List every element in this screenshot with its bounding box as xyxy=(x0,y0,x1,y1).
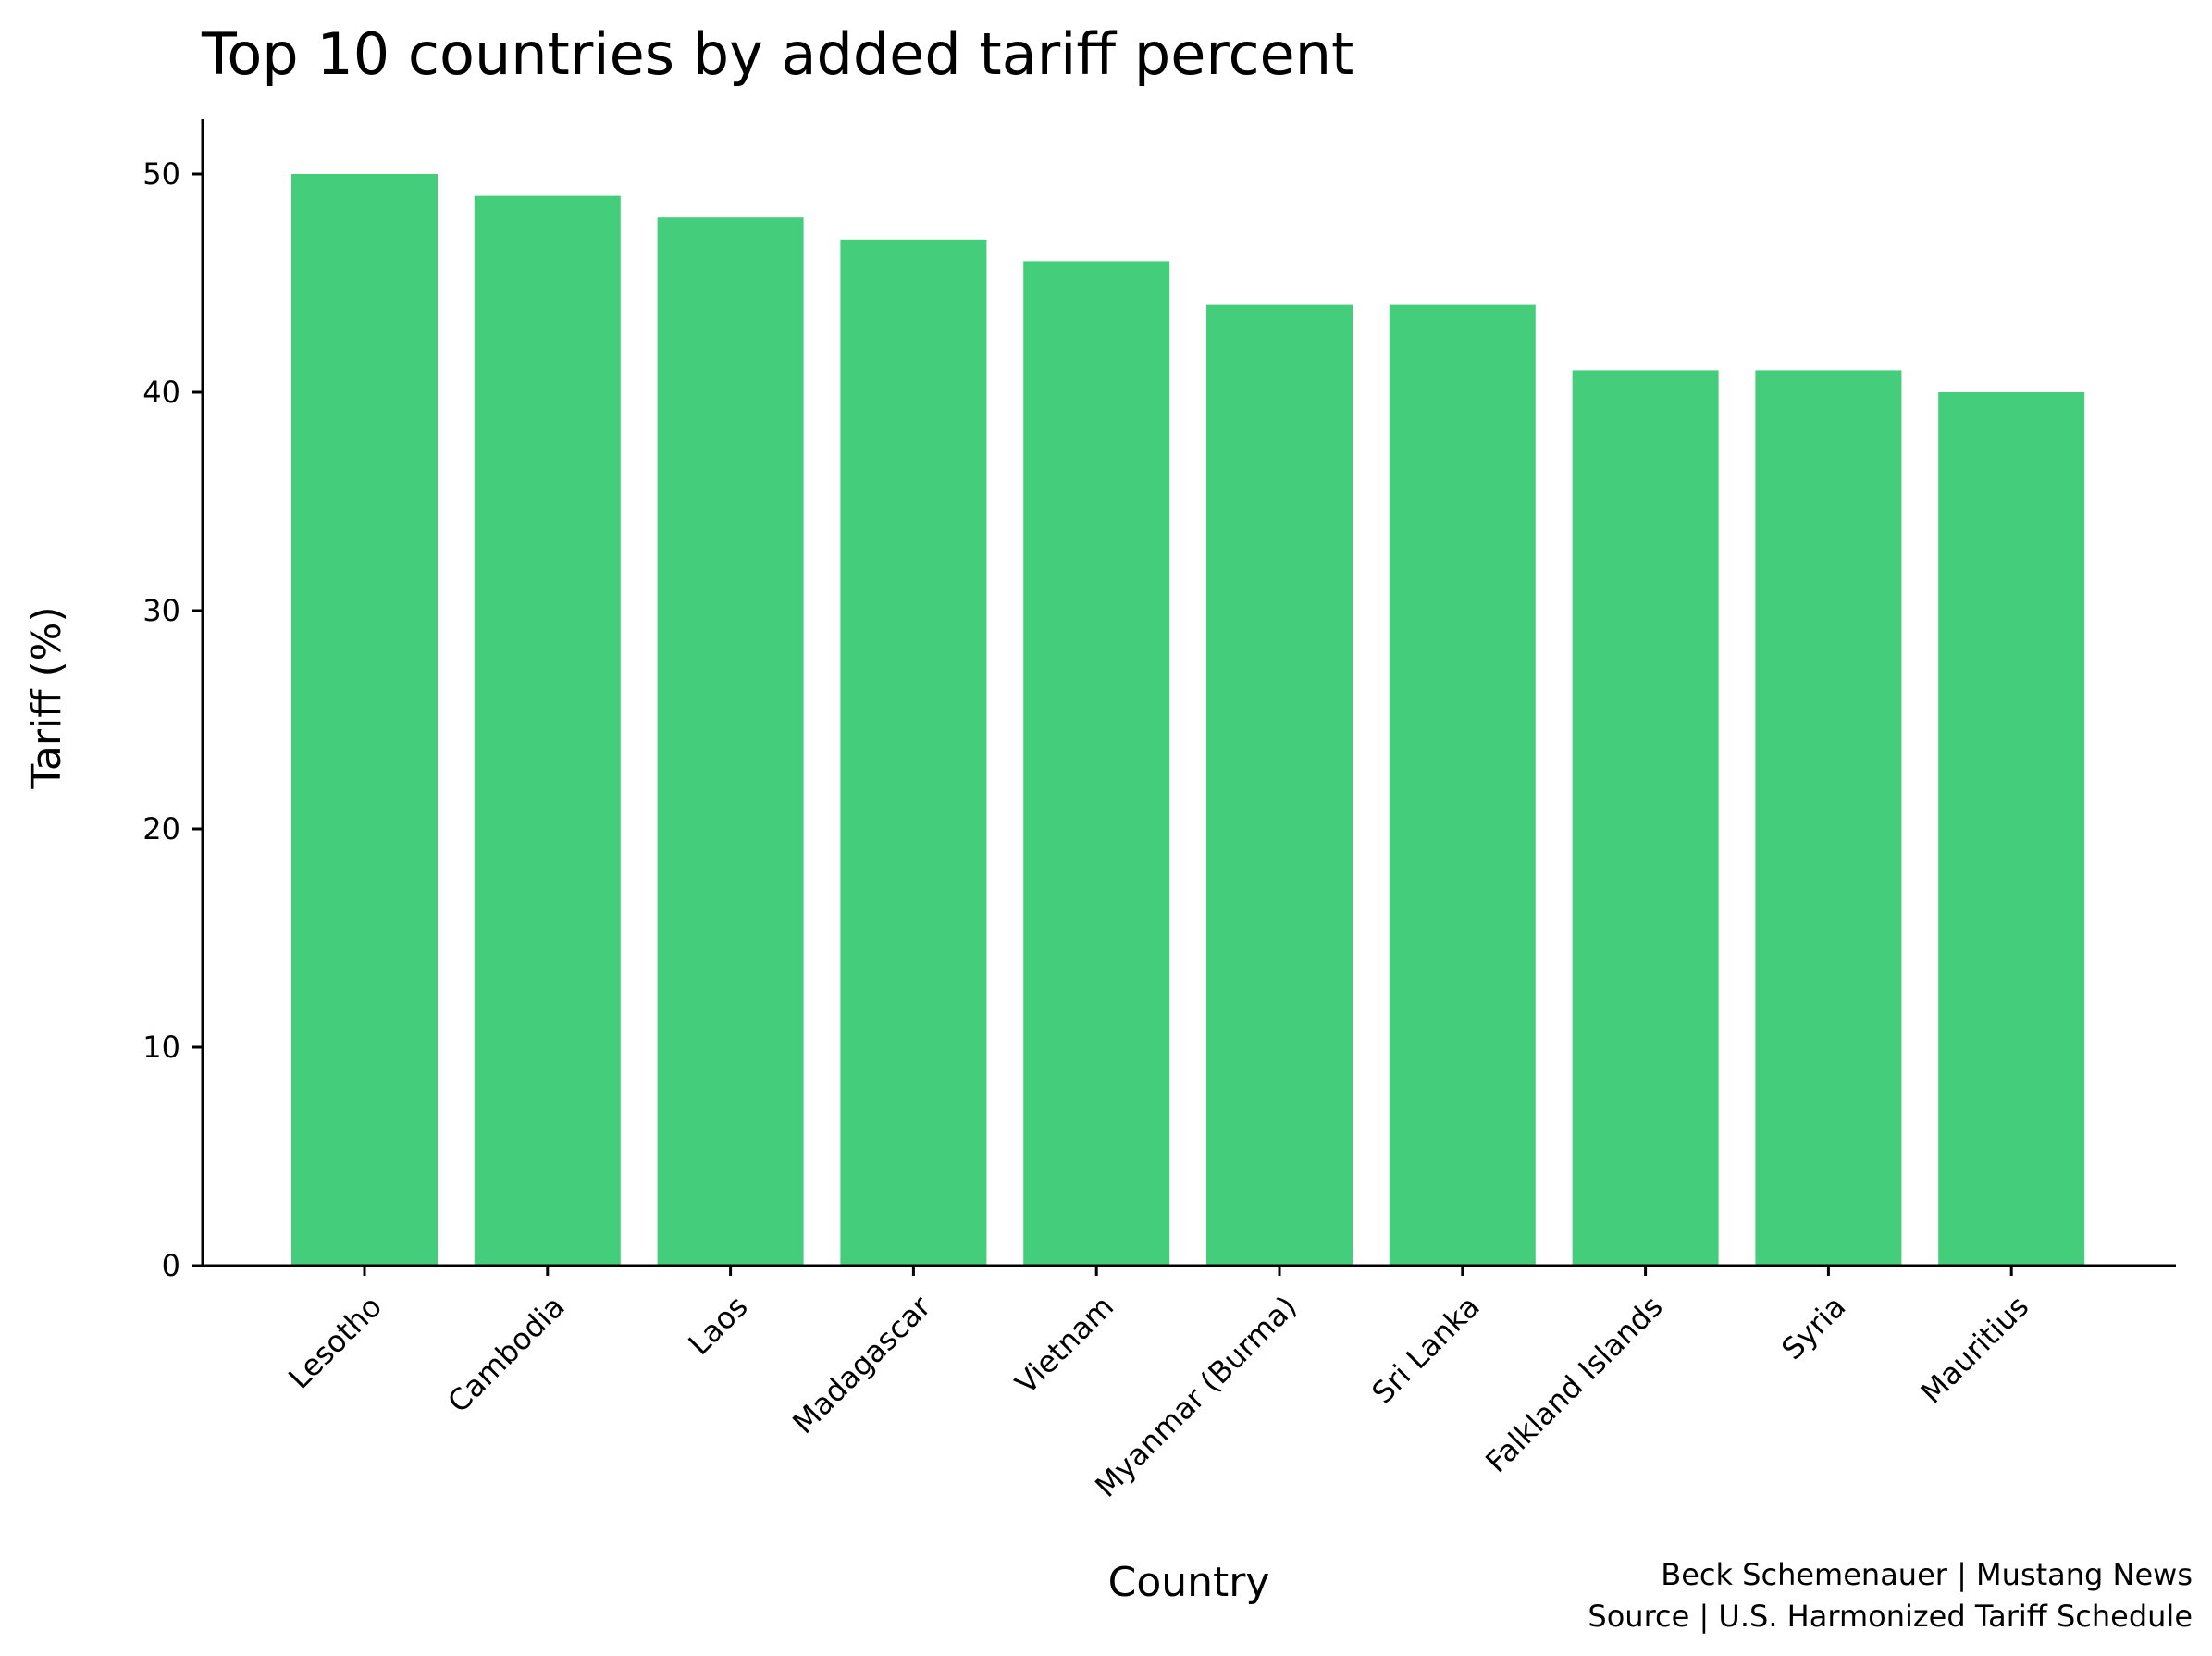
y-tick-label: 10 xyxy=(142,1030,180,1065)
bar-cambodia xyxy=(474,195,621,1267)
bar-vietnam xyxy=(1023,261,1170,1266)
y-tick-label: 40 xyxy=(142,375,180,410)
bar-syria xyxy=(1755,370,1902,1266)
bars-group xyxy=(291,174,2085,1267)
y-tick-label: 0 xyxy=(162,1248,180,1283)
y-axis-ticks: 0 10 20 30 40 50 xyxy=(142,156,203,1283)
x-tick-label: Madagascar xyxy=(785,1288,938,1440)
credit-line-2: Source | U.S. Harmonized Tariff Schedule xyxy=(1588,1599,2193,1634)
x-axis-label: Country xyxy=(1108,1559,1270,1606)
bar-falkland-islands xyxy=(1572,370,1719,1266)
bar-madagascar xyxy=(840,239,987,1266)
y-axis-label: Tariff (%) xyxy=(23,606,70,789)
x-tick-label: Cambodia xyxy=(440,1289,571,1419)
bar-mauritius xyxy=(1938,392,2085,1266)
x-tick-label: Sri Lanka xyxy=(1365,1289,1486,1410)
chart-title: Top 10 countries by added tariff percent xyxy=(201,20,1353,88)
x-tick-label: Laos xyxy=(682,1289,755,1362)
bar-laos xyxy=(657,217,804,1267)
y-tick-label: 20 xyxy=(142,811,180,847)
y-tick-label: 30 xyxy=(142,593,180,628)
x-tick-label: Vietnam xyxy=(1008,1289,1120,1401)
credit-line-1: Beck Schemenauer | Mustang News xyxy=(1661,1557,2193,1592)
bar-myanmar-burma xyxy=(1206,304,1353,1267)
x-tick-label: Lesotho xyxy=(281,1289,389,1396)
bar-sri-lanka xyxy=(1389,304,1536,1267)
bar-lesotho xyxy=(291,174,438,1266)
x-tick-label: Mauritius xyxy=(1914,1289,2035,1410)
y-tick-label: 50 xyxy=(142,156,180,192)
x-tick-label: Falkland Islands xyxy=(1478,1289,1669,1479)
x-tick-label: Myanmar (Burma) xyxy=(1088,1289,1304,1504)
x-tick-label: Syria xyxy=(1774,1289,1852,1366)
x-axis-ticks: Lesotho Cambodia Laos Madagascar VietnamMyan… xyxy=(281,1266,2035,1504)
